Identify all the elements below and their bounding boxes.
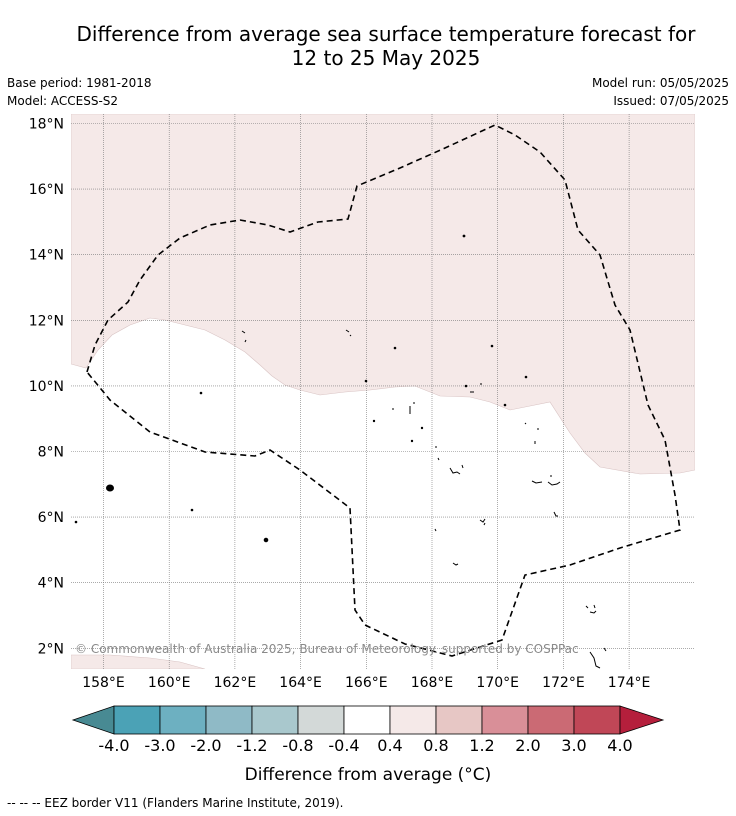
lon-tick-label: 158°E [82, 675, 125, 691]
island [524, 422, 539, 444]
lon-tick-label: 172°E [542, 675, 585, 691]
island-pohnpei [106, 484, 114, 492]
island [435, 446, 440, 461]
title-line-1: Difference from average sea surface temp… [76, 22, 696, 46]
lat-tick-label: 6°N [38, 510, 64, 526]
colorbar-swatch [297, 705, 345, 735]
lat-tick-label: 14°N [29, 248, 64, 264]
colorbar-tick-label: -3.0 [144, 736, 175, 755]
issued-date: Issued: 07/05/2025 [613, 94, 729, 108]
island-atoll [531, 475, 561, 486]
lon-tick-label: 160°E [148, 675, 191, 691]
colorbar-swatch [527, 705, 575, 735]
lon-tick-label: 170°E [476, 675, 519, 691]
island [503, 403, 507, 407]
colorbar-arrow-low [71, 705, 115, 735]
lat-tick-label: 2°N [38, 641, 64, 657]
colorbar-swatch [113, 705, 161, 735]
colorbar-label: Difference from average (°C) [245, 765, 492, 785]
lat-tick-label: 16°N [29, 182, 64, 198]
lat-tick-label: 8°N [38, 445, 64, 461]
eez-legend: -- -- -- EEZ border V11 (Flanders Marine… [7, 796, 344, 810]
colorbar-tick-label: 4.0 [607, 736, 632, 755]
lon-tick-label: 164°E [279, 675, 322, 691]
island [420, 426, 424, 430]
colorbar-ticks: -4.0 -3.0 -2.0 -1.2 -0.8 -0.4 0.4 0.8 1.2 2.0 3.0 4… [98, 736, 632, 755]
colorbar-swatch [205, 705, 253, 735]
colorbar-tick-label: 0.4 [377, 736, 402, 755]
island [372, 419, 376, 423]
colorbar-tick-label: 2.0 [515, 736, 540, 755]
island [74, 520, 78, 524]
lat-tick-label: 18°N [29, 117, 64, 133]
latitude-axis: 18°N 16°N 14°N 12°N 10°N 8°N 6°N 4°N 2°N [29, 117, 64, 658]
island [392, 402, 415, 414]
model-name: Model: ACCESS-S2 [7, 94, 119, 108]
island-atoll [589, 647, 607, 669]
colorbar-swatch [573, 705, 621, 735]
colorbar-swatch [435, 705, 483, 735]
island-atoll [449, 464, 464, 475]
colorbar [71, 705, 665, 735]
colorbar-swatch [481, 705, 529, 735]
colorbar-tick-label: -0.8 [282, 736, 313, 755]
lat-tick-label: 12°N [29, 313, 64, 329]
lon-tick-label: 174°E [608, 675, 651, 691]
island [393, 346, 397, 350]
colorbar-swatch [251, 705, 299, 735]
colorbar-swatch [343, 705, 391, 735]
island-atoll [585, 604, 597, 614]
island [462, 234, 466, 238]
colorbar-tick-label: 1.2 [469, 736, 494, 755]
lon-tick-label: 166°E [345, 675, 388, 691]
island [452, 562, 459, 566]
colorbar-tick-label: -1.2 [236, 736, 267, 755]
meta-right: Model run: 05/05/2025 Issued: 07/05/2025 [592, 74, 729, 110]
island [490, 344, 494, 348]
island [190, 508, 194, 512]
lat-tick-label: 4°N [38, 576, 64, 592]
colorbar-arrow-high [619, 705, 665, 735]
lon-tick-label: 168°E [411, 675, 454, 691]
island [364, 379, 368, 383]
colorbar-tick-label: -0.4 [328, 736, 359, 755]
island [345, 329, 352, 337]
island [470, 383, 482, 393]
island [434, 528, 437, 532]
island [241, 330, 247, 343]
colorbar-tick-label: 0.8 [423, 736, 448, 755]
longitude-axis: 158°E 160°E 162°E 164°E 166°E 168°E 170°E 172°E… [82, 675, 650, 691]
graticule [71, 114, 695, 669]
eez-border [86, 124, 681, 657]
island-atoll [479, 518, 486, 526]
map-area: © Commonwealth of Australia 2025, Bureau… [71, 114, 695, 669]
base-period: Base period: 1981-2018 [7, 76, 152, 90]
meta-left: Base period: 1981-2018 Model: ACCESS-S2 [7, 74, 152, 110]
colorbar-swatch [389, 705, 437, 735]
island [524, 375, 528, 379]
colorbar-swatch [159, 705, 207, 735]
colorbar-tick-label: -4.0 [98, 736, 129, 755]
island-kosrae [263, 537, 269, 543]
island [410, 439, 414, 443]
colorbar-tick-label: 3.0 [561, 736, 586, 755]
chart-title: Difference from average sea surface temp… [0, 22, 736, 70]
lon-tick-label: 162°E [214, 675, 257, 691]
model-run: Model run: 05/05/2025 [591, 76, 729, 90]
title-line-2: 12 to 25 May 2025 [291, 46, 481, 70]
island [199, 391, 203, 395]
island [553, 511, 558, 517]
lat-tick-label: 10°N [29, 379, 64, 395]
anomaly-region-south [71, 654, 206, 669]
islands [74, 234, 607, 669]
copyright-notice: © Commonwealth of Australia 2025, Bureau… [75, 642, 579, 656]
island [464, 384, 468, 388]
colorbar-tick-label: -2.0 [190, 736, 221, 755]
